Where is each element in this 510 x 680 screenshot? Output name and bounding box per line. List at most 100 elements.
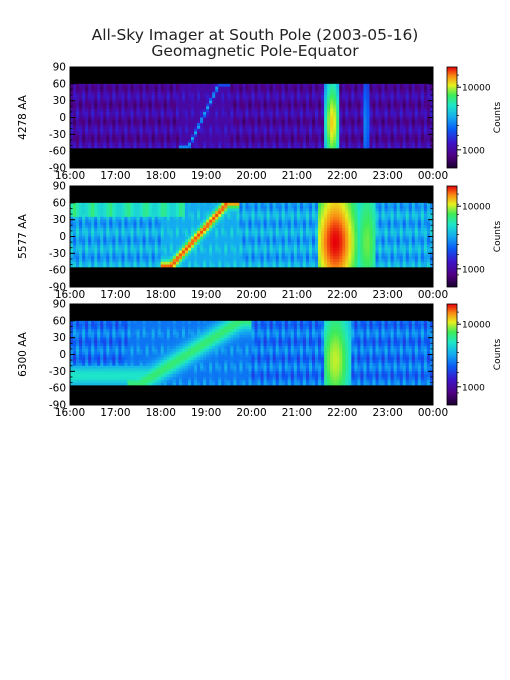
heatmap-cell [194, 97, 198, 102]
heatmap-cell [184, 125, 189, 130]
heatmap-cell [139, 117, 143, 121]
heatmap-cell [405, 86, 410, 90]
heatmap-cell [73, 106, 77, 110]
heatmap-cell [263, 100, 268, 104]
heatmap-cell [76, 111, 80, 116]
heatmap-cell [266, 109, 271, 113]
heatmap-cell [230, 109, 234, 113]
heatmap-cell [318, 81, 322, 85]
heatmap-cell [209, 106, 213, 110]
heatmap-cell [73, 142, 77, 146]
heatmap-cell [242, 165, 246, 169]
heatmap-cell [70, 95, 74, 99]
heatmap-cell [293, 120, 298, 124]
heatmap-cell [151, 78, 156, 82]
heatmap-cell [251, 95, 255, 99]
heatmap-cell [94, 123, 98, 127]
heatmap-cell [94, 162, 98, 166]
heatmap-cell [354, 109, 358, 113]
heatmap-cell [133, 67, 137, 71]
heatmap-cell [239, 159, 243, 163]
heatmap-cell [169, 114, 174, 118]
heatmap-cell [106, 256, 110, 260]
heatmap-cell [239, 120, 243, 124]
heatmap-cell [124, 97, 128, 102]
heatmap-cell [109, 197, 113, 201]
heatmap-cell [405, 142, 410, 146]
heatmap-cell [393, 100, 398, 104]
heatmap-cell [366, 151, 370, 155]
heatmap-cell [284, 156, 289, 160]
heatmap-cell [209, 125, 213, 130]
heatmap-cell [82, 233, 86, 237]
heatmap-cell [94, 202, 98, 207]
heatmap-cell [106, 202, 110, 207]
heatmap-cell [175, 148, 180, 152]
heatmap-cell [245, 145, 249, 149]
heatmap-cell [402, 114, 407, 118]
heatmap-cell [139, 134, 143, 138]
heatmap-cell [236, 95, 240, 99]
heatmap-cell [172, 151, 177, 155]
heatmap-cell [227, 103, 231, 107]
heatmap-cell [73, 281, 77, 285]
heatmap-cell [366, 95, 370, 99]
heatmap-cell [154, 100, 159, 104]
heatmap-cell [345, 83, 349, 88]
heatmap-cell [420, 139, 425, 144]
heatmap-cell [263, 120, 268, 124]
heatmap-cell [166, 109, 171, 113]
heatmap-cell [191, 123, 195, 127]
heatmap-cell [76, 145, 80, 149]
heatmap-cell [70, 264, 74, 268]
heatmap-cell [269, 151, 274, 155]
heatmap-cell [360, 109, 364, 113]
heatmap-cell [302, 106, 307, 110]
heatmap-cell [160, 83, 165, 88]
heatmap-cell [272, 103, 277, 107]
heatmap-cell [233, 156, 237, 160]
heatmap-cell [100, 202, 104, 207]
heatmap-cell [76, 233, 80, 237]
heatmap-cell [290, 148, 295, 152]
heatmap-cell [381, 75, 385, 79]
heatmap-cell [372, 120, 376, 124]
heatmap-cell [142, 106, 147, 110]
heatmap-cell [260, 92, 264, 96]
heatmap-cell [73, 216, 77, 221]
heatmap-cell [82, 117, 86, 121]
heatmap-cell [73, 134, 77, 138]
heatmap-cell [242, 97, 246, 102]
heatmap-cell [103, 250, 107, 254]
heatmap-cell [321, 106, 325, 110]
heatmap-cell [266, 69, 271, 74]
heatmap-cell [85, 233, 89, 237]
heatmap-cell [308, 131, 313, 135]
heatmap-cell [100, 258, 104, 263]
heatmap-cell [157, 137, 162, 141]
heatmap-cell [127, 69, 131, 74]
heatmap-cell [166, 89, 171, 93]
heatmap-cell [175, 67, 180, 71]
heatmap-cell [369, 159, 373, 163]
heatmap-cell [393, 153, 398, 158]
heatmap-cell [372, 69, 376, 74]
heatmap-cell [127, 125, 131, 130]
heatmap-cell [381, 78, 385, 82]
heatmap-cell [375, 89, 379, 93]
heatmap-cell [266, 97, 271, 102]
heatmap-cell [194, 139, 198, 144]
heatmap-cell [345, 67, 349, 71]
heatmap-cell [321, 97, 325, 102]
heatmap-cell [336, 120, 340, 124]
heatmap-cell [215, 162, 219, 166]
heatmap-cell [118, 78, 122, 82]
heatmap-cell [215, 106, 219, 110]
heatmap-cell [390, 156, 395, 160]
heatmap-cell [390, 125, 395, 130]
heatmap-cell [94, 109, 98, 113]
heatmap-cell [175, 162, 180, 166]
heatmap-cell [85, 151, 89, 155]
heatmap-cell [272, 72, 277, 76]
heatmap-cell [354, 139, 358, 144]
